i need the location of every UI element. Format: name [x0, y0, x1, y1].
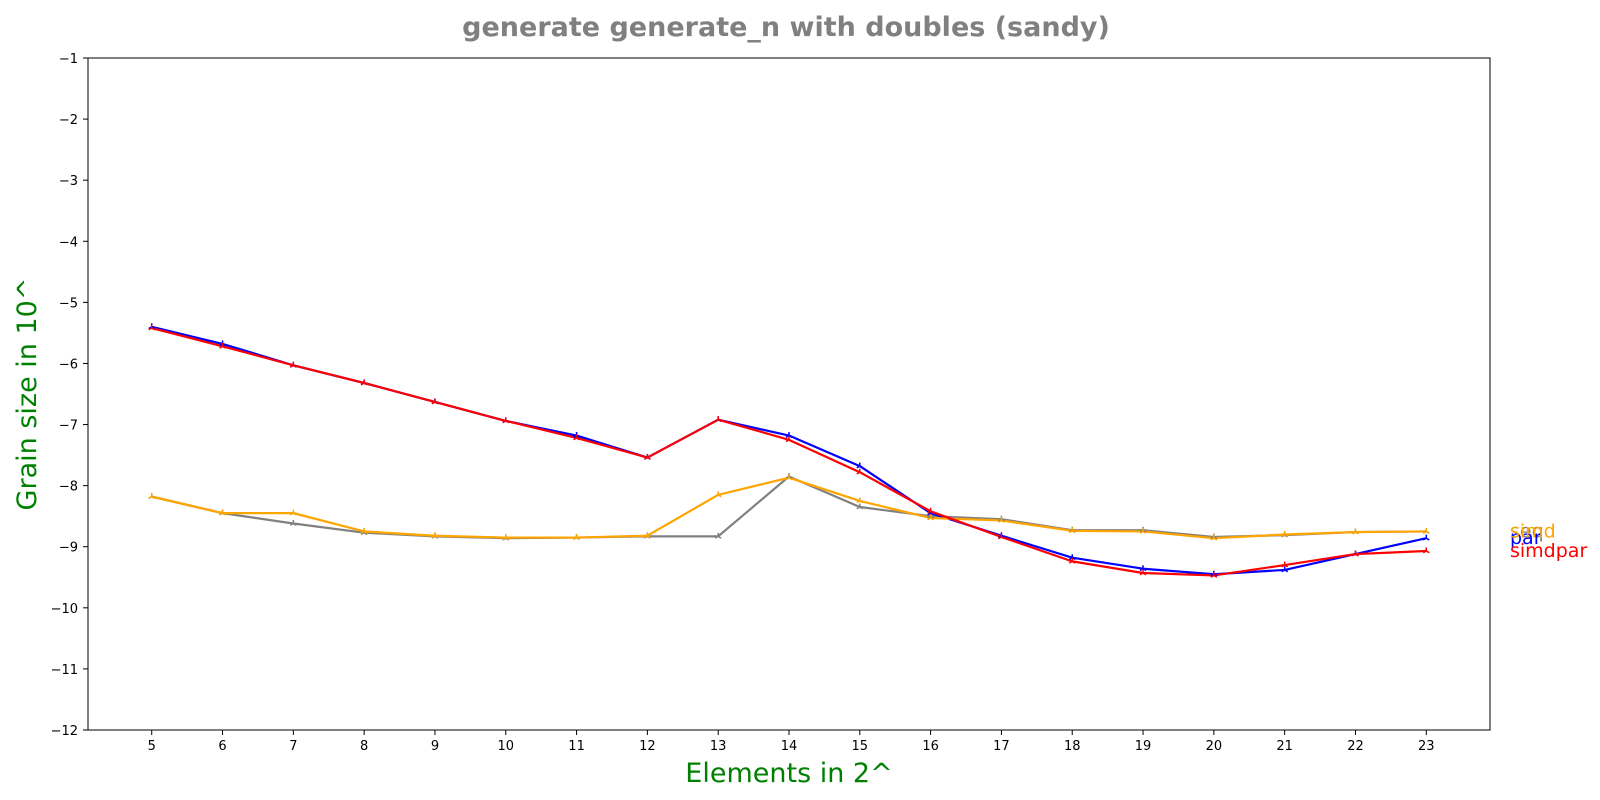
x-tick-label: 11: [568, 739, 585, 754]
chart-title: generate generate_n with doubles (sandy): [462, 12, 1110, 43]
data-point-simdpar: [785, 436, 793, 443]
x-axis-label: Elements in 2^: [685, 758, 892, 789]
series-line-simdpar: [151, 326, 1427, 577]
data-point-par: [1139, 565, 1147, 572]
data-point-simd: [431, 532, 439, 539]
data-point-simdpar: [856, 468, 864, 475]
y-axis: −1 −2 −3 −4 −5 −6 −7 −8 −9 −10 −11 −12: [51, 52, 88, 739]
y-tick-label: −10: [51, 602, 78, 617]
y-tick-label: −11: [51, 663, 78, 678]
y-tick-label: −5: [59, 296, 78, 311]
data-point-simd: [643, 532, 651, 539]
series-lines: [151, 325, 1427, 577]
data-point-simd: [1068, 527, 1076, 534]
data-point-simdpar: [927, 507, 935, 514]
data-point-simd: [1139, 527, 1147, 534]
x-tick-label: 6: [218, 739, 226, 754]
data-point-seq: [856, 503, 864, 510]
data-point-simdpar: [643, 454, 651, 460]
x-tick-label: 16: [922, 739, 939, 754]
data-point-simdpar: [360, 379, 368, 386]
data-point-simd: [289, 509, 297, 516]
data-point-simd: [1210, 534, 1218, 541]
data-point-simdpar: [1281, 561, 1289, 568]
y-axis-label: Grain size in 10^: [12, 278, 43, 511]
y-tick-label: −6: [59, 357, 78, 372]
y-tick-label: −4: [59, 235, 78, 250]
x-tick-label: 15: [852, 739, 869, 754]
x-tick-label: 7: [289, 739, 297, 754]
plot-area: [87, 57, 1491, 731]
x-tick-label: 12: [639, 739, 656, 754]
data-point-par: [856, 462, 864, 469]
x-tick-label: 22: [1347, 739, 1364, 754]
data-point-simdpar: [431, 398, 439, 405]
x-tick-label: 19: [1135, 739, 1152, 754]
data-point-simd: [219, 509, 226, 516]
series-label-par: par: [1510, 527, 1542, 549]
data-point-simd: [1281, 531, 1289, 537]
y-tick-label: −8: [59, 480, 78, 495]
y-tick-label: −9: [59, 541, 78, 556]
data-point-simd: [1422, 527, 1430, 534]
y-tick-label: −1: [59, 52, 78, 67]
x-tick-label: 17: [993, 739, 1010, 754]
data-point-simdpar: [1422, 547, 1430, 554]
data-point-simdpar: [1068, 557, 1076, 564]
data-point-simdpar: [289, 361, 297, 368]
data-point-simd: [714, 491, 722, 498]
x-axis: 5 6 7 8 9 10 11 12 13 14 15 16 17 18 19 20 21 22 23: [148, 730, 1435, 754]
data-point-par: [1281, 566, 1289, 573]
data-point-simd: [927, 514, 935, 521]
data-point-par: [785, 432, 793, 438]
data-point-simdpar: [1139, 569, 1147, 576]
x-tick-label: 14: [781, 739, 798, 754]
data-point-simd: [998, 516, 1005, 523]
x-tick-label: 8: [360, 739, 368, 754]
x-tick-label: 20: [1206, 739, 1223, 754]
x-tick-label: 23: [1418, 739, 1435, 754]
data-point-par: [1422, 534, 1430, 541]
data-point-simd: [502, 534, 510, 540]
data-point-simd: [148, 493, 156, 500]
data-point-simd: [360, 527, 368, 534]
series-markers: [148, 323, 1430, 578]
x-tick-label: 21: [1276, 739, 1293, 754]
data-point-simd: [856, 497, 864, 504]
data-point-seq: [714, 532, 722, 539]
data-point-simd: [785, 474, 793, 481]
series-label-simdpar: simdpar: [1510, 540, 1587, 562]
data-point-simdpar: [998, 533, 1005, 540]
x-tick-label: 9: [431, 739, 439, 754]
data-point-simdpar: [1210, 571, 1218, 578]
data-point-simdpar: [573, 434, 580, 441]
series-label-seq: seq: [1510, 520, 1544, 542]
data-point-simdpar: [714, 416, 722, 423]
x-tick-label: 18: [1064, 739, 1081, 754]
y-tick-label: −3: [59, 174, 78, 189]
data-point-seq: [289, 520, 297, 526]
data-point-simdpar: [148, 324, 156, 331]
y-tick-label: −2: [59, 113, 78, 128]
series-line-seq: [151, 475, 1427, 540]
x-tick-label: 13: [710, 739, 727, 754]
x-tick-label: 10: [497, 739, 514, 754]
data-point-simdpar: [1352, 550, 1359, 557]
data-point-simdpar: [219, 342, 226, 349]
data-point-simdpar: [502, 417, 510, 424]
data-point-simd: [573, 534, 580, 540]
series-label-simd: simd: [1510, 520, 1556, 542]
x-tick-label: 5: [148, 739, 156, 754]
y-tick-label: −7: [59, 419, 78, 434]
y-tick-label: −12: [51, 724, 78, 739]
data-point-simd: [1352, 528, 1359, 535]
